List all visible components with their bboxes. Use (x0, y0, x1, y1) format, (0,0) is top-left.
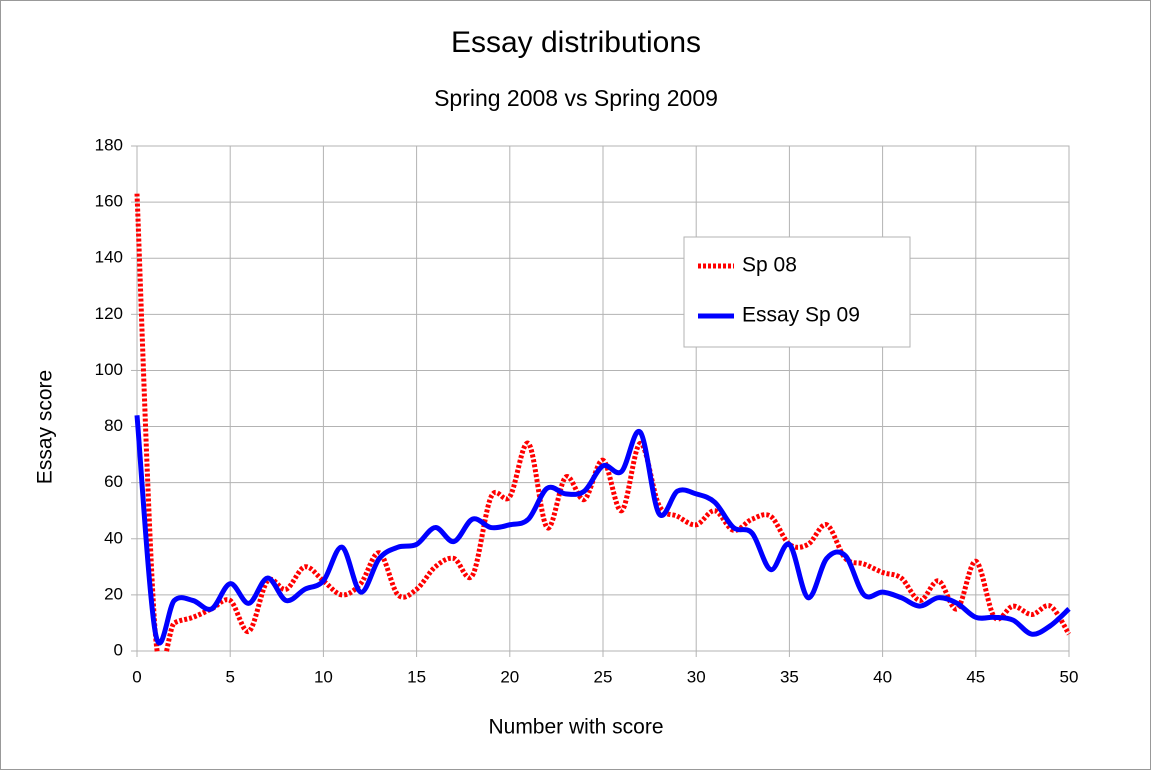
y-tick-label: 160 (95, 192, 123, 211)
chart-subtitle: Spring 2008 vs Spring 2009 (434, 85, 718, 111)
legend-label: Essay Sp 09 (742, 304, 860, 327)
y-tick-label: 40 (104, 528, 123, 547)
legend-box (683, 236, 911, 348)
x-tick-label: 15 (407, 667, 426, 686)
x-tick-label: 45 (966, 667, 985, 686)
x-tick-label: 25 (594, 667, 613, 686)
y-tick-label: 140 (95, 248, 123, 267)
x-tick-label: 5 (225, 667, 234, 686)
y-axis-label: Essay score (34, 370, 57, 484)
x-tick-label: 30 (687, 667, 706, 686)
y-tick-label: 180 (95, 135, 123, 154)
x-tick-label: 0 (132, 667, 141, 686)
y-tick-label: 120 (95, 304, 123, 323)
x-tick-label: 40 (873, 667, 892, 686)
x-tick-label: 50 (1060, 667, 1079, 686)
x-tick-label: 35 (780, 667, 799, 686)
x-axis-label: Number with score (488, 716, 663, 739)
y-tick-label: 0 (114, 640, 123, 659)
chart-title: Essay distributions (451, 26, 701, 59)
series-line (134, 193, 1072, 652)
y-tick-label: 20 (104, 584, 123, 603)
series-line (134, 415, 1071, 646)
y-tick-label: 60 (104, 472, 123, 491)
x-tick-label: 10 (314, 667, 333, 686)
plot-area (136, 145, 1070, 652)
legend-label: Sp 08 (742, 254, 797, 277)
y-tick-label: 80 (104, 416, 123, 435)
x-tick-label: 20 (500, 667, 519, 686)
y-tick-label: 100 (95, 360, 123, 379)
